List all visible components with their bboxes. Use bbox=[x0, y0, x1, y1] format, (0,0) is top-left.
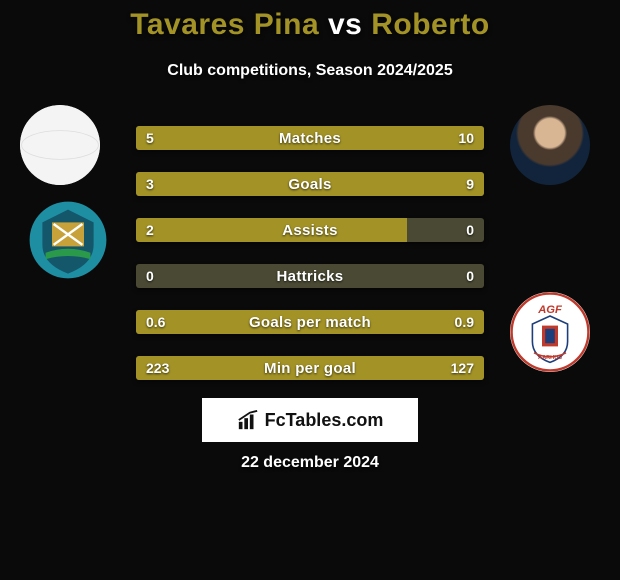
club-logo-right: AGF AARHUS bbox=[510, 292, 590, 372]
bar-value-right: 9 bbox=[466, 172, 474, 196]
bar-row: Matches5 10 bbox=[136, 126, 484, 150]
bar-value-right: 127 bbox=[451, 356, 474, 380]
chart-icon bbox=[237, 409, 259, 431]
date-text: 22 december 2024 bbox=[0, 454, 620, 472]
title-vs: vs bbox=[328, 8, 362, 41]
bar-label: Min per goal bbox=[136, 356, 484, 380]
watermark-text: FcTables.com bbox=[265, 410, 384, 431]
svg-text:AGF: AGF bbox=[537, 304, 563, 316]
bar-value-left: 0.6 bbox=[146, 310, 165, 334]
club-logo-left bbox=[28, 200, 108, 280]
title-player2: Roberto bbox=[371, 8, 490, 41]
bar-row: Min per goal223 127 bbox=[136, 356, 484, 380]
bar-label: Matches bbox=[136, 126, 484, 150]
avatar-player1 bbox=[20, 105, 100, 185]
bar-label: Assists bbox=[136, 218, 484, 242]
bar-label: Goals per match bbox=[136, 310, 484, 334]
bar-row: Hattricks0 0 bbox=[136, 264, 484, 288]
avatar-player2 bbox=[510, 105, 590, 185]
comparison-bars: Matches510Goals39Assists20Hattricks00Goa… bbox=[136, 126, 484, 402]
bar-row: Goals3 9 bbox=[136, 172, 484, 196]
bar-row: Goals per match0.6 0.9 bbox=[136, 310, 484, 334]
bar-value-right: 10 bbox=[458, 126, 474, 150]
watermark: FcTables.com bbox=[202, 398, 418, 442]
bar-value-left: 2 bbox=[146, 218, 154, 242]
bar-row: Assists2 0 bbox=[136, 218, 484, 242]
bar-value-left: 0 bbox=[146, 264, 154, 288]
bar-value-right: 0.9 bbox=[455, 310, 474, 334]
bar-value-left: 5 bbox=[146, 126, 154, 150]
bar-value-right: 0 bbox=[466, 264, 474, 288]
page-title: Tavares Pina vs Roberto bbox=[0, 8, 620, 42]
bar-label: Hattricks bbox=[136, 264, 484, 288]
svg-text:AARHUS: AARHUS bbox=[538, 355, 562, 361]
bar-value-left: 3 bbox=[146, 172, 154, 196]
title-player1: Tavares Pina bbox=[130, 8, 319, 41]
avatar-placeholder-icon bbox=[20, 105, 100, 185]
bar-value-left: 223 bbox=[146, 356, 169, 380]
bar-label: Goals bbox=[136, 172, 484, 196]
subtitle: Club competitions, Season 2024/2025 bbox=[0, 62, 620, 80]
bar-value-right: 0 bbox=[466, 218, 474, 242]
